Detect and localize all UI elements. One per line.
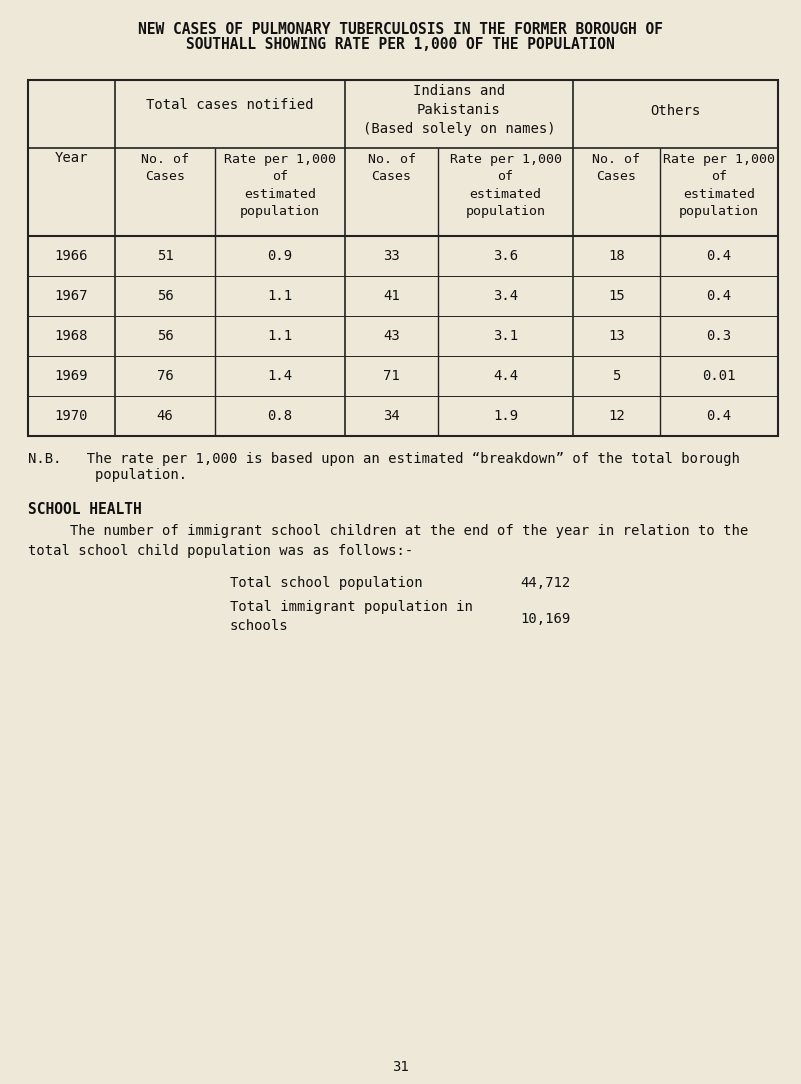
- Text: 46: 46: [157, 409, 173, 423]
- Text: 0.3: 0.3: [706, 330, 731, 343]
- Text: 12: 12: [608, 409, 625, 423]
- Text: 43: 43: [383, 330, 400, 343]
- Text: 1.1: 1.1: [268, 289, 292, 304]
- Text: Rate per 1,000
of
estimated
population: Rate per 1,000 of estimated population: [449, 153, 562, 219]
- Text: 10,169: 10,169: [520, 612, 570, 625]
- Text: 1968: 1968: [54, 330, 88, 343]
- Text: 1967: 1967: [54, 289, 88, 304]
- Text: 0.4: 0.4: [706, 249, 731, 263]
- Text: 18: 18: [608, 249, 625, 263]
- Text: 1969: 1969: [54, 369, 88, 383]
- Text: 1966: 1966: [54, 249, 88, 263]
- Text: 0.4: 0.4: [706, 289, 731, 304]
- Text: No. of
Cases: No. of Cases: [141, 153, 189, 183]
- Text: Total school population: Total school population: [230, 576, 423, 590]
- Text: 76: 76: [157, 369, 173, 383]
- Text: 1.4: 1.4: [268, 369, 292, 383]
- Text: NEW CASES OF PULMONARY TUBERCULOSIS IN THE FORMER BOROUGH OF: NEW CASES OF PULMONARY TUBERCULOSIS IN T…: [138, 22, 662, 37]
- Text: 31: 31: [392, 1060, 409, 1074]
- Text: 0.01: 0.01: [702, 369, 736, 383]
- Text: Year: Year: [54, 151, 88, 165]
- Text: 1970: 1970: [54, 409, 88, 423]
- Text: population.: population.: [28, 468, 187, 482]
- Text: 51: 51: [157, 249, 173, 263]
- Text: 33: 33: [383, 249, 400, 263]
- Text: Rate per 1,000
of
estimated
population: Rate per 1,000 of estimated population: [663, 153, 775, 219]
- Text: 56: 56: [157, 330, 173, 343]
- Text: 0.9: 0.9: [268, 249, 292, 263]
- Text: 3.1: 3.1: [493, 330, 518, 343]
- Text: SOUTHALL SHOWING RATE PER 1,000 OF THE POPULATION: SOUTHALL SHOWING RATE PER 1,000 OF THE P…: [186, 37, 614, 52]
- Text: 5: 5: [612, 369, 621, 383]
- Text: 13: 13: [608, 330, 625, 343]
- Text: 34: 34: [383, 409, 400, 423]
- Text: 0.4: 0.4: [706, 409, 731, 423]
- Text: 1.9: 1.9: [493, 409, 518, 423]
- Text: Total cases notified: Total cases notified: [147, 98, 314, 112]
- Text: 3.4: 3.4: [493, 289, 518, 304]
- Text: No. of
Cases: No. of Cases: [593, 153, 641, 183]
- Text: Others: Others: [650, 104, 701, 118]
- Text: Indians and
Pakistanis
(Based solely on names): Indians and Pakistanis (Based solely on …: [363, 83, 555, 136]
- Text: 56: 56: [157, 289, 173, 304]
- Text: 15: 15: [608, 289, 625, 304]
- Text: 44,712: 44,712: [520, 576, 570, 590]
- Text: 1.1: 1.1: [268, 330, 292, 343]
- Text: Rate per 1,000
of
estimated
population: Rate per 1,000 of estimated population: [224, 153, 336, 219]
- Text: The number of immigrant school children at the end of the year in relation to th: The number of immigrant school children …: [28, 524, 748, 557]
- Bar: [28, 80, 778, 436]
- Text: 71: 71: [383, 369, 400, 383]
- Text: SCHOOL HEALTH: SCHOOL HEALTH: [28, 502, 142, 517]
- Text: 4.4: 4.4: [493, 369, 518, 383]
- Text: N.B.   The rate per 1,000 is based upon an estimated “breakdown” of the total bo: N.B. The rate per 1,000 is based upon an…: [28, 452, 740, 466]
- Text: Total immigrant population in
schools: Total immigrant population in schools: [230, 601, 473, 633]
- Text: 0.8: 0.8: [268, 409, 292, 423]
- Text: No. of
Cases: No. of Cases: [368, 153, 416, 183]
- Text: 41: 41: [383, 289, 400, 304]
- Text: 3.6: 3.6: [493, 249, 518, 263]
